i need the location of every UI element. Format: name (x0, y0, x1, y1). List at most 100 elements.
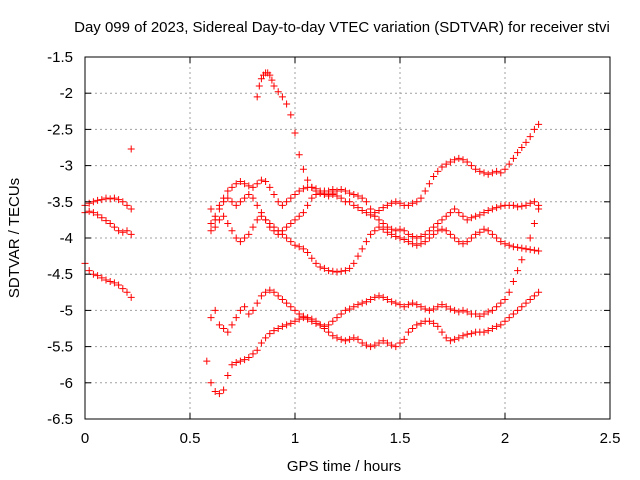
data-point (442, 303, 450, 311)
data-point (89, 270, 97, 278)
data-point (232, 201, 240, 209)
data-point (228, 361, 236, 369)
data-point (325, 321, 333, 329)
data-point (308, 183, 316, 191)
data-point (413, 241, 421, 249)
data-point (463, 238, 471, 246)
data-point (392, 343, 400, 351)
data-point (253, 299, 261, 307)
y-tick-label: -5.5 (47, 339, 73, 356)
series-arc-g (207, 185, 337, 238)
data-point (220, 325, 228, 332)
data-point (379, 337, 387, 345)
data-point (207, 314, 215, 322)
data-point (362, 298, 370, 306)
data-point (535, 205, 543, 213)
data-point (224, 220, 232, 228)
data-point (497, 321, 505, 329)
data-point (207, 220, 215, 228)
data-point (530, 198, 538, 206)
data-point (304, 248, 312, 256)
series-arc-c (81, 259, 135, 301)
data-point (472, 230, 480, 238)
data-point (472, 212, 480, 220)
data-point (522, 138, 530, 146)
data-point (451, 234, 459, 242)
data-point (115, 196, 123, 204)
data-point (367, 343, 375, 351)
data-point (425, 317, 433, 325)
data-point (484, 206, 492, 214)
data-point (459, 306, 467, 314)
data-point (434, 322, 442, 330)
data-point (291, 216, 299, 224)
data-point (434, 167, 442, 175)
data-point (451, 335, 459, 343)
data-points (81, 69, 543, 398)
data-point (442, 160, 450, 168)
data-point (320, 325, 328, 332)
data-point (488, 169, 496, 177)
data-point (262, 178, 270, 186)
data-point (215, 390, 223, 398)
series-outlier (127, 145, 135, 153)
data-point (98, 214, 106, 222)
data-point (215, 205, 223, 213)
data-point (266, 71, 274, 79)
data-point (241, 356, 249, 364)
data-point (358, 339, 366, 347)
data-point (480, 225, 488, 233)
data-point (253, 346, 261, 354)
data-point (119, 198, 127, 206)
y-tick-label: -1.5 (47, 49, 73, 66)
data-point (505, 314, 513, 322)
data-point (127, 293, 135, 301)
data-point (211, 387, 219, 395)
data-point (255, 82, 263, 90)
data-point (375, 339, 383, 347)
data-point (472, 165, 480, 173)
data-point (509, 154, 517, 162)
data-point (463, 158, 471, 166)
data-point (274, 292, 282, 300)
data-point (455, 154, 463, 162)
data-point (110, 194, 118, 202)
data-point (337, 267, 345, 275)
axis-ticks: 0 0.5 1 1.5 2 2.5 -6.5 -6 -5.5 -5 -4.5 -4 -3.5 -3 -2.5… (47, 49, 620, 447)
data-point (455, 308, 463, 316)
data-point (123, 201, 131, 209)
data-point (253, 201, 261, 209)
data-point (211, 216, 219, 224)
y-tick-label: -5 (60, 302, 73, 319)
data-point (484, 327, 492, 335)
data-point (291, 191, 299, 199)
data-point (362, 198, 370, 206)
data-point (106, 220, 114, 228)
data-point (434, 303, 442, 311)
data-point (409, 233, 417, 241)
data-point (425, 306, 433, 314)
data-point (379, 225, 387, 233)
data-point (283, 198, 291, 206)
data-point (270, 227, 278, 235)
data-point (488, 230, 496, 238)
data-point (94, 211, 102, 219)
data-point (421, 238, 429, 246)
data-point (400, 303, 408, 311)
data-point (530, 220, 538, 228)
data-point (287, 194, 295, 202)
data-point (383, 201, 391, 209)
data-point (316, 321, 324, 329)
data-point (312, 191, 320, 199)
data-point (115, 227, 123, 235)
y-tick-label: -6 (60, 375, 73, 392)
data-point (463, 216, 471, 224)
data-point (379, 204, 387, 212)
data-point (404, 201, 412, 209)
data-point (127, 145, 135, 153)
data-point (249, 306, 257, 314)
data-point (325, 267, 333, 275)
x-tick-label: 1.5 (390, 430, 411, 447)
data-point (493, 322, 501, 330)
